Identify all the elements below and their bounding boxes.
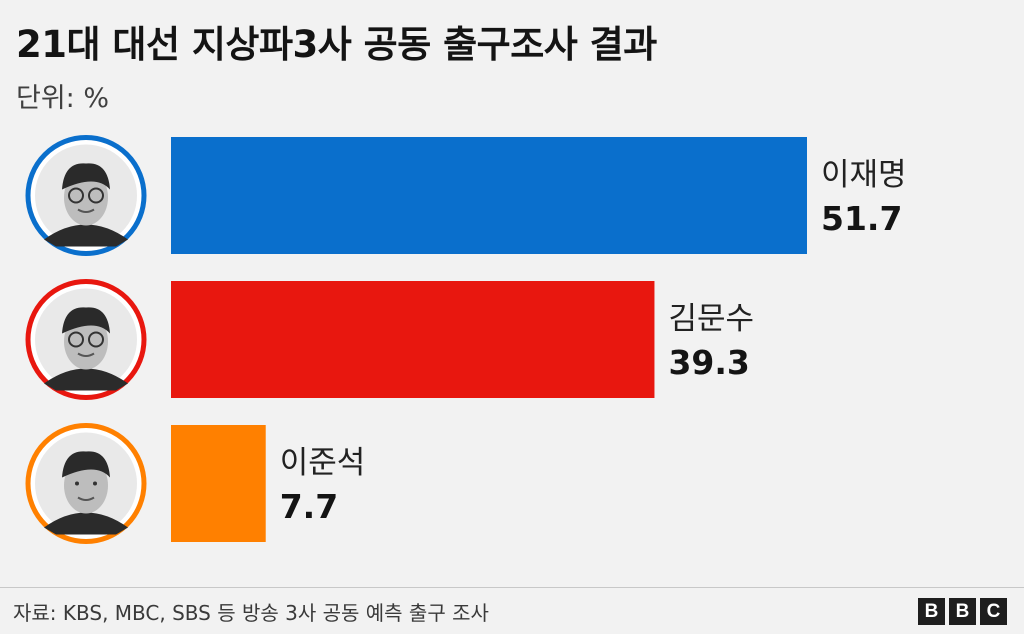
candidate-name-label: 이재명: [821, 157, 907, 193]
avatar-glasses-right: [88, 187, 104, 204]
bar: [171, 425, 266, 542]
bbc-logo-letter: B: [949, 598, 976, 625]
avatar-eye-right: [93, 481, 97, 486]
avatar-glasses-right: [88, 331, 104, 348]
avatar-hair: [62, 163, 110, 190]
candidate-portrait-icon: [25, 423, 147, 544]
value-label: 51.7: [821, 199, 902, 238]
candidate-portrait-icon: [25, 135, 147, 256]
avatar-shoulders: [44, 368, 128, 391]
bbc-logo-letter: C: [980, 598, 1007, 625]
avatar-eye-left: [75, 481, 79, 486]
avatar-glasses-left: [68, 187, 84, 204]
avatar-shoulders: [44, 224, 128, 247]
unit-label: 단위: %: [16, 83, 110, 114]
value-label: 39.3: [668, 343, 749, 382]
candidate-portrait-icon: [25, 279, 147, 400]
avatar-mouth: [77, 496, 95, 501]
avatar-glasses-left: [68, 331, 84, 348]
avatar-mouth: [77, 352, 95, 357]
bbc-logo-letter: B: [918, 598, 945, 625]
chart-title: 21대 대선 지상파3사 공동 출구조사 결과: [16, 23, 657, 66]
candidate-name-label: 김문수: [668, 301, 754, 337]
footer-divider: [0, 587, 1024, 588]
avatar-shoulders: [44, 512, 128, 535]
source-note: 자료: KBS, MBC, SBS 등 방송 3사 공동 예측 출구 조사: [13, 601, 489, 625]
avatar-mouth: [77, 208, 95, 213]
bar-chart: 이재명 51.7 김문수 39.3 이준석 7.7: [25, 135, 907, 544]
bbc-logo: B B C: [918, 598, 1007, 625]
bar: [171, 281, 655, 398]
avatar-hair: [62, 307, 110, 334]
bar: [171, 137, 807, 254]
candidate-name-label: 이준석: [280, 445, 366, 481]
avatar-hair: [62, 451, 110, 478]
value-label: 7.7: [280, 487, 338, 526]
